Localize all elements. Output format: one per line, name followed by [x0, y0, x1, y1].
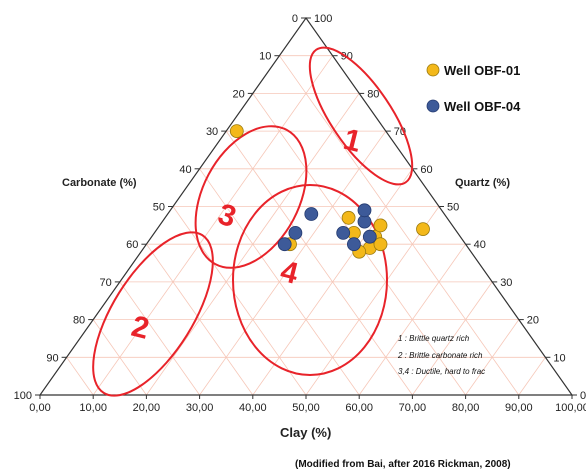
- quartz-tick-label: 50: [447, 202, 459, 214]
- grid-line-clay: [518, 357, 546, 396]
- legend-marker-obf01: [426, 63, 440, 77]
- quartz-tick-label: 30: [500, 277, 512, 289]
- clay-tick-label: 10,00: [79, 402, 107, 414]
- source-credit: (Modified from Bai, after 2016 Rickman, …: [295, 459, 511, 470]
- grid-line-carbonate: [92, 319, 147, 396]
- legend-label-obf04: Well OBF-04: [444, 99, 521, 114]
- zone-1-ellipse: [308, 46, 414, 186]
- clay-tick-label: 100,00: [555, 402, 586, 414]
- carbonate-tick-label: 0: [292, 13, 298, 25]
- point-obf04: [346, 237, 361, 252]
- clay-tick-label: 20,00: [133, 402, 161, 414]
- grid-line-carbonate: [279, 55, 520, 396]
- quartz-tick-label: 60: [420, 164, 432, 176]
- data-points: [229, 124, 430, 259]
- carbonate-tick-label: 50: [153, 202, 165, 214]
- note-zone-2: 2 : Brittle carbonate rich: [397, 351, 483, 360]
- grid-line-clay: [412, 281, 493, 396]
- carbonate-tick-label: 90: [46, 352, 58, 364]
- quartz-tick-label: 100: [314, 13, 332, 25]
- legend: Well OBF-01 Well OBF-04: [426, 63, 521, 114]
- carbonate-tick-label: 70: [100, 277, 112, 289]
- point-obf04: [277, 237, 292, 252]
- grid-line-carbonate: [146, 243, 254, 396]
- carbonate-tick-label: 30: [206, 126, 218, 138]
- grid-line-carbonate: [66, 357, 94, 396]
- clay-tick-label: 60,00: [345, 402, 373, 414]
- point-obf04: [336, 225, 351, 240]
- carbonate-axis-title: Carbonate (%): [62, 177, 137, 189]
- carbonate-tick-label: 80: [73, 315, 85, 327]
- quartz-tick-label: 40: [474, 239, 486, 251]
- note-zone-1: 1 : Brittle quartz rich: [398, 334, 470, 343]
- grid-line-clay: [199, 130, 387, 396]
- quartz-tick-label: 80: [367, 88, 379, 100]
- quartz-tick-label: 0: [580, 390, 586, 402]
- point-obf01: [373, 218, 388, 233]
- point-obf04: [357, 203, 372, 218]
- note-zone-3-4: 3,4 : Ductile, hard to frac: [398, 367, 485, 376]
- clay-tick-label: 90,00: [505, 402, 533, 414]
- zone-2-label: 2: [128, 310, 152, 346]
- point-obf01: [373, 237, 388, 252]
- zone-4-label: 4: [277, 255, 301, 291]
- clay-tick-label: 0,00: [29, 402, 50, 414]
- grid-line-clay: [92, 55, 333, 396]
- grid-line-carbonate: [225, 130, 413, 396]
- zone-3-ellipse: [194, 125, 308, 269]
- point-obf04: [288, 225, 303, 240]
- grid-line-clay: [305, 206, 440, 396]
- legend-marker-obf04: [426, 99, 440, 113]
- zone-notes: 1 : Brittle quartz rich 2 : Brittle carb…: [397, 334, 485, 376]
- grid-line-carbonate: [119, 281, 200, 396]
- point-obf01: [341, 210, 356, 225]
- quartz-tick-label: 20: [527, 315, 539, 327]
- point-obf01: [416, 222, 430, 237]
- zone-1-label: 1: [340, 123, 364, 159]
- clay-tick-label: 80,00: [452, 402, 480, 414]
- point-obf04: [304, 207, 319, 221]
- clay-tick-label: 50,00: [292, 402, 320, 414]
- carbonate-tick-label: 40: [179, 164, 191, 176]
- grid-line-clay: [358, 243, 466, 396]
- grid-line-carbonate: [172, 206, 307, 396]
- zone-3-label: 3: [214, 198, 240, 235]
- carbonate-tick-label: 100: [14, 390, 32, 402]
- point-obf01: [229, 124, 244, 139]
- legend-label-obf01: Well OBF-01: [444, 63, 520, 78]
- quartz-axis-title: Quartz (%): [455, 177, 510, 189]
- clay-axis-title: Clay (%): [280, 425, 331, 440]
- clay-tick-label: 70,00: [399, 402, 427, 414]
- carbonate-tick-label: 60: [126, 239, 138, 251]
- carbonate-tick-label: 20: [233, 88, 245, 100]
- point-obf04: [362, 229, 377, 244]
- clay-tick-label: 30,00: [186, 402, 214, 414]
- clay-tick-label: 40,00: [239, 402, 267, 414]
- zone-2-ellipse: [92, 231, 214, 397]
- carbonate-tick-label: 10: [259, 51, 271, 63]
- quartz-tick-label: 10: [553, 352, 565, 364]
- grid-line-clay: [465, 319, 520, 396]
- zone-4-ellipse: [232, 184, 388, 376]
